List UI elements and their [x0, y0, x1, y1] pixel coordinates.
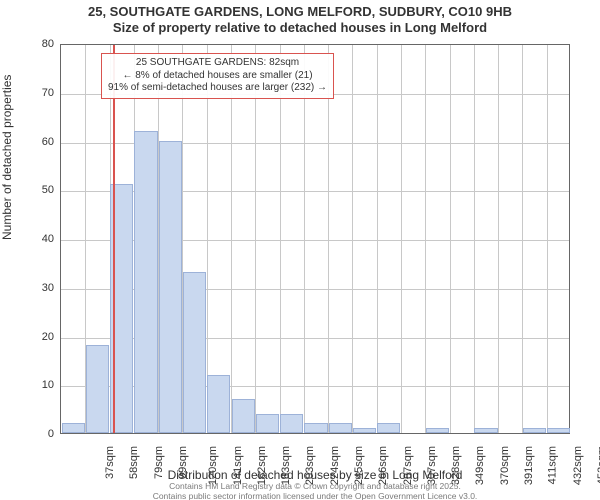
- histogram-bar: [86, 345, 109, 433]
- y-axis-label: Number of detached properties: [0, 75, 14, 240]
- ytick-label: 30: [14, 282, 54, 294]
- xtick-label: 349sqm: [475, 446, 487, 485]
- histogram-bar: [377, 423, 400, 433]
- histogram-bar: [256, 414, 279, 434]
- gridline-v: [280, 45, 281, 433]
- xtick-label: 453sqm: [596, 446, 600, 485]
- gridline-v: [352, 45, 353, 433]
- histogram-bar: [159, 141, 182, 434]
- xtick-label: 203sqm: [305, 446, 317, 485]
- histogram-bar: [547, 428, 570, 433]
- xtick-label: 183sqm: [280, 446, 292, 485]
- xtick-label: 411sqm: [547, 446, 559, 484]
- gridline-v: [474, 45, 475, 433]
- histogram-bar: [426, 428, 449, 433]
- ytick-label: 10: [14, 379, 54, 391]
- ytick-label: 70: [14, 87, 54, 99]
- xtick-label: 307sqm: [426, 446, 438, 485]
- histogram-bar: [62, 423, 85, 433]
- annotation-line-2: ← 8% of detached houses are smaller (21): [108, 70, 327, 83]
- histogram-bar: [523, 428, 546, 433]
- histogram-bar: [207, 375, 230, 434]
- histogram-bar: [280, 414, 303, 434]
- footer-line-2: Contains public sector information licen…: [153, 491, 478, 500]
- ytick-label: 50: [14, 184, 54, 196]
- marker-line: [113, 45, 115, 433]
- gridline-v: [231, 45, 232, 433]
- gridline-v: [401, 45, 402, 433]
- gridline-v: [547, 45, 548, 433]
- histogram-bar: [329, 423, 352, 433]
- xtick-label: 58sqm: [128, 446, 140, 479]
- histogram-bar: [183, 272, 206, 433]
- annotation-line-3: 91% of semi-detached houses are larger (…: [108, 82, 327, 95]
- ytick-label: 40: [14, 233, 54, 245]
- gridline-v: [498, 45, 499, 433]
- xtick-label: 432sqm: [572, 446, 584, 485]
- title-line-1: 25, SOUTHGATE GARDENS, LONG MELFORD, SUD…: [0, 4, 600, 20]
- ytick-label: 0: [14, 428, 54, 440]
- xtick-label: 224sqm: [329, 446, 341, 485]
- annotation-line-1: 25 SOUTHGATE GARDENS: 82sqm: [108, 57, 327, 70]
- histogram-bar: [134, 131, 157, 433]
- gridline-v: [328, 45, 329, 433]
- histogram-bar: [304, 423, 327, 433]
- xtick-label: 245sqm: [353, 446, 365, 485]
- histogram-bar: [474, 428, 497, 433]
- gridline-v: [304, 45, 305, 433]
- gridline-v: [522, 45, 523, 433]
- xtick-label: 287sqm: [402, 446, 414, 485]
- xtick-label: 79sqm: [153, 446, 165, 479]
- histogram-bar: [353, 428, 376, 433]
- histogram-chart: 25, SOUTHGATE GARDENS, LONG MELFORD, SUD…: [0, 0, 600, 500]
- chart-title: 25, SOUTHGATE GARDENS, LONG MELFORD, SUD…: [0, 4, 600, 37]
- gridline-v: [425, 45, 426, 433]
- xtick-label: 99sqm: [177, 446, 189, 479]
- title-line-2: Size of property relative to detached ho…: [0, 20, 600, 36]
- gridline-v: [450, 45, 451, 433]
- xtick-label: 37sqm: [104, 446, 116, 479]
- xtick-label: 162sqm: [256, 446, 268, 485]
- plot-area: 25 SOUTHGATE GARDENS: 82sqm ← 8% of deta…: [60, 44, 570, 434]
- histogram-bar: [232, 399, 255, 433]
- gridline-v: [377, 45, 378, 433]
- xtick-label: 370sqm: [499, 446, 511, 485]
- gridline-v: [255, 45, 256, 433]
- xtick-label: 266sqm: [377, 446, 389, 485]
- xtick-label: 391sqm: [523, 446, 535, 485]
- annotation-box: 25 SOUTHGATE GARDENS: 82sqm ← 8% of deta…: [101, 53, 334, 99]
- ytick-label: 20: [14, 331, 54, 343]
- xtick-label: 120sqm: [207, 446, 219, 485]
- xtick-label: 328sqm: [450, 446, 462, 485]
- ytick-label: 60: [14, 136, 54, 148]
- xtick-label: 141sqm: [232, 446, 244, 485]
- ytick-label: 80: [14, 38, 54, 50]
